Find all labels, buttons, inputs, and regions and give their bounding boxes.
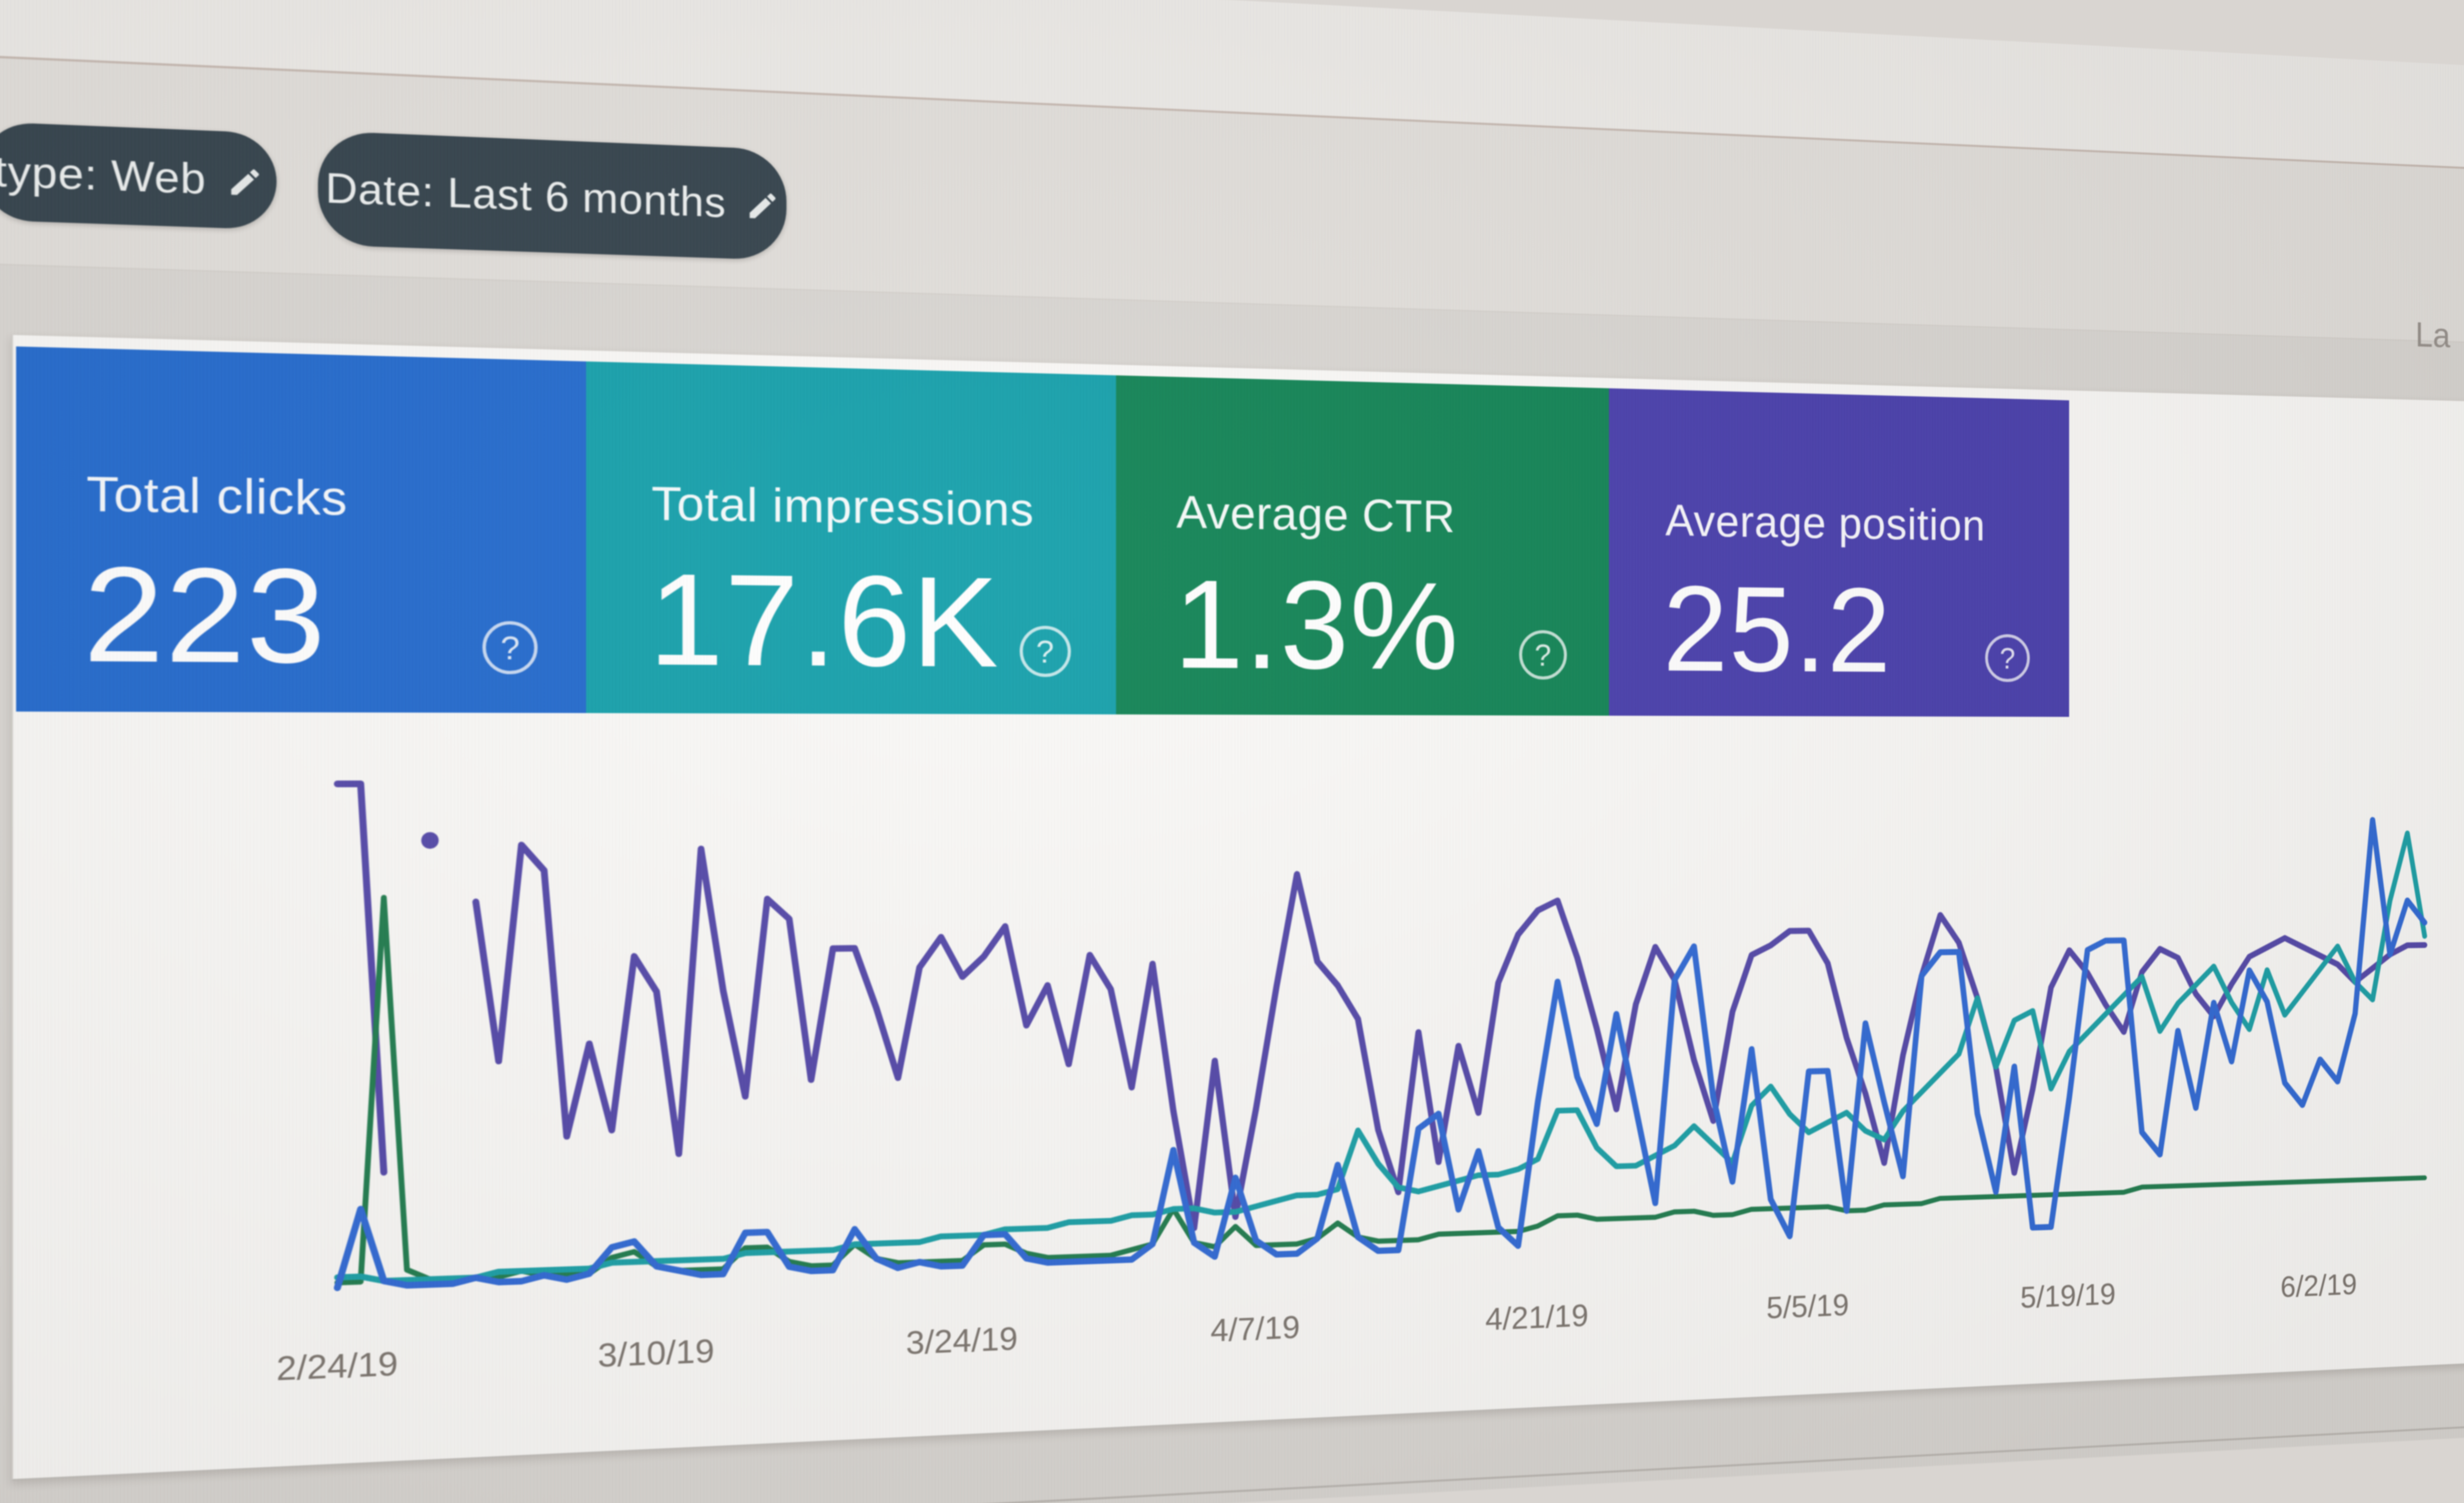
performance-chart: [332, 761, 2430, 1293]
card-label: Total clicks: [86, 465, 348, 526]
help-circle-icon[interactable]: ?: [1985, 634, 2030, 682]
card-label: Average CTR: [1176, 486, 1455, 542]
x-axis-label: 5/19/19: [2020, 1276, 2116, 1315]
x-axis-label: 6/2/19: [2280, 1267, 2357, 1304]
edit-pencil-icon[interactable]: [745, 189, 780, 223]
last-updated-partial-text: La: [2415, 315, 2450, 355]
average-position-card[interactable]: Average position 25.2 ?: [1608, 388, 2069, 717]
x-axis-label: 4/7/19: [1210, 1309, 1300, 1349]
x-axis-label: 3/10/19: [598, 1332, 715, 1375]
card-label: Total impressions: [651, 476, 1034, 536]
total-impressions-card[interactable]: Total impressions 17.6K ?: [586, 361, 1116, 715]
edit-pencil-icon[interactable]: [227, 164, 263, 200]
search-type-filter-chip[interactable]: type: Web: [0, 121, 277, 230]
help-circle-icon[interactable]: ?: [1519, 630, 1567, 680]
average-ctr-card[interactable]: Average CTR 1.3% ?: [1115, 375, 1609, 716]
x-axis-label: 2/24/19: [276, 1344, 398, 1388]
card-value: 223: [83, 538, 327, 692]
metric-cards-row: Total clicks 223 ? Total impressions 17.…: [16, 346, 2069, 717]
help-circle-icon[interactable]: ?: [1019, 625, 1071, 677]
help-circle-icon[interactable]: ?: [482, 621, 538, 675]
card-label: Average position: [1665, 495, 1986, 550]
chip-label: type: Web: [0, 147, 207, 203]
card-value: 1.3%: [1174, 553, 1460, 696]
x-axis-label: 3/24/19: [906, 1320, 1018, 1362]
total-clicks-card[interactable]: Total clicks 223 ?: [16, 346, 587, 713]
performance-panel: Total clicks 223 ? Total impressions 17.…: [11, 335, 2464, 1481]
x-axis-label: 4/21/19: [1485, 1298, 1589, 1337]
date-range-filter-chip[interactable]: Date: Last 6 months: [317, 130, 787, 261]
card-value: 25.2: [1662, 560, 1892, 698]
chip-label: Date: Last 6 months: [325, 164, 726, 227]
card-value: 17.6K: [648, 545, 1000, 694]
x-axis-label: 5/5/19: [1766, 1287, 1849, 1326]
